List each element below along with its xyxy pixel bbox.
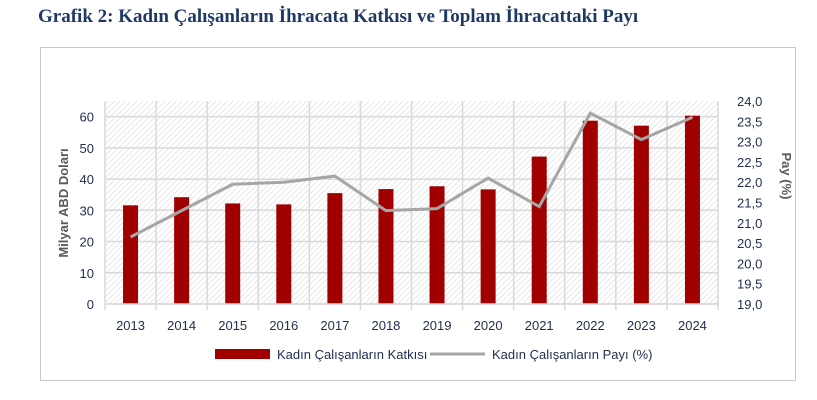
bar <box>174 197 190 304</box>
y2-tick-label: 22,0 <box>737 175 762 190</box>
x-tick-label: 2016 <box>269 318 298 333</box>
x-tick-label: 2024 <box>678 318 707 333</box>
line-series <box>129 111 694 239</box>
y-axis-label: Milyar ABD Doları <box>56 148 71 257</box>
y2-tick-label: 23,5 <box>737 114 762 129</box>
bar <box>378 189 394 304</box>
bar <box>582 120 598 304</box>
y2-tick-label: 19,0 <box>737 297 762 312</box>
legend-bar-swatch <box>215 349 270 359</box>
x-tick-label: 2014 <box>167 318 196 333</box>
chart-frame <box>40 47 796 381</box>
y-tick-label: 30 <box>80 203 94 218</box>
bar <box>276 204 292 304</box>
legend-line-label: Kadın Çalışanların Payı (%) <box>492 347 652 362</box>
x-tick-label: 2022 <box>576 318 605 333</box>
y2-tick-label: 22,5 <box>737 155 762 170</box>
x-tick-label: 2018 <box>371 318 400 333</box>
y-tick-label: 40 <box>80 172 94 187</box>
chart-title: Grafik 2: Kadın Çalışanların İhracata Ka… <box>38 6 639 27</box>
y2-tick-label: 20,5 <box>737 236 762 251</box>
bar <box>429 186 445 304</box>
y2-tick-label: 20,0 <box>737 256 762 271</box>
y2-tick-label: 21,0 <box>737 216 762 231</box>
y2-axis-label: Pay (%) <box>779 153 794 200</box>
bar <box>633 125 649 305</box>
y2-tick-label: 21,5 <box>737 196 762 211</box>
x-tick-label: 2021 <box>525 318 554 333</box>
bar <box>225 203 241 304</box>
x-tick-label: 2019 <box>423 318 452 333</box>
y2-tick-label: 23,0 <box>737 135 762 150</box>
y2-tick-label: 24,0 <box>737 94 762 109</box>
bar <box>480 189 496 304</box>
x-tick-label: 2015 <box>218 318 247 333</box>
y-tick-label: 60 <box>80 110 94 125</box>
y-tick-label: 10 <box>80 266 94 281</box>
x-tick-label: 2013 <box>116 318 145 333</box>
y-tick-label: 20 <box>80 235 94 250</box>
y-tick-label: 0 <box>87 297 94 312</box>
y2-tick-label: 19,5 <box>737 277 762 292</box>
y-tick-label: 50 <box>80 141 94 156</box>
bar <box>684 115 700 304</box>
x-tick-label: 2023 <box>627 318 656 333</box>
x-tick-label: 2020 <box>474 318 503 333</box>
legend-bar-label: Kadın Çalışanların Katkısı <box>277 347 427 362</box>
x-tick-label: 2017 <box>320 318 349 333</box>
bar <box>327 193 343 304</box>
bar <box>123 205 139 304</box>
bar <box>531 156 547 304</box>
